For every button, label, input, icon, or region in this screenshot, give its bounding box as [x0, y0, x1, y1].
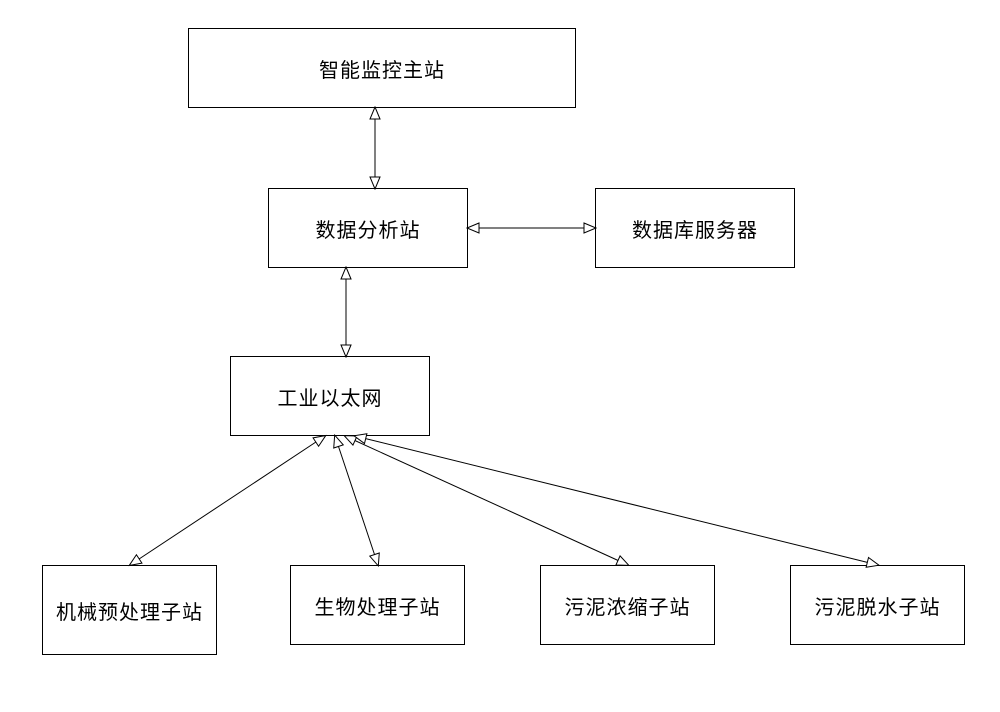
node-label: 污泥浓缩子站: [565, 591, 691, 620]
node-sludge-dewater: 污泥脱水子站: [790, 565, 965, 645]
node-ethernet: 工业以太网: [230, 356, 430, 436]
node-analysis-station: 数据分析站: [268, 188, 468, 268]
node-label: 机械预处理子站: [56, 596, 203, 625]
node-sludge-conc: 污泥浓缩子站: [540, 565, 715, 645]
node-mech-pre: 机械预处理子站: [42, 565, 217, 655]
node-main-station: 智能监控主站: [188, 28, 576, 108]
node-db-server: 数据库服务器: [595, 188, 795, 268]
edge-ethernet-conc: [345, 436, 628, 565]
edge-ethernet-mech: [130, 436, 325, 565]
node-label: 生物处理子站: [315, 591, 441, 620]
node-label: 数据库服务器: [632, 214, 758, 243]
edge-ethernet-bio: [335, 436, 378, 565]
node-label: 工业以太网: [278, 382, 383, 411]
edge-ethernet-dewater: [355, 436, 878, 565]
node-label: 数据分析站: [316, 214, 421, 243]
node-bio-proc: 生物处理子站: [290, 565, 465, 645]
node-label: 智能监控主站: [319, 54, 445, 83]
node-label: 污泥脱水子站: [815, 591, 941, 620]
